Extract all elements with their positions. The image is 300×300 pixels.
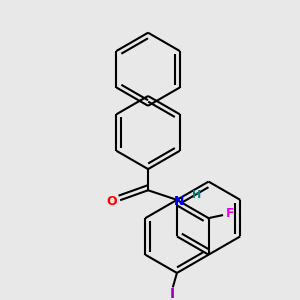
- Text: I: I: [169, 287, 175, 300]
- Text: N: N: [174, 195, 184, 208]
- Text: H: H: [191, 190, 201, 200]
- Text: O: O: [106, 195, 117, 208]
- Text: F: F: [226, 207, 234, 220]
